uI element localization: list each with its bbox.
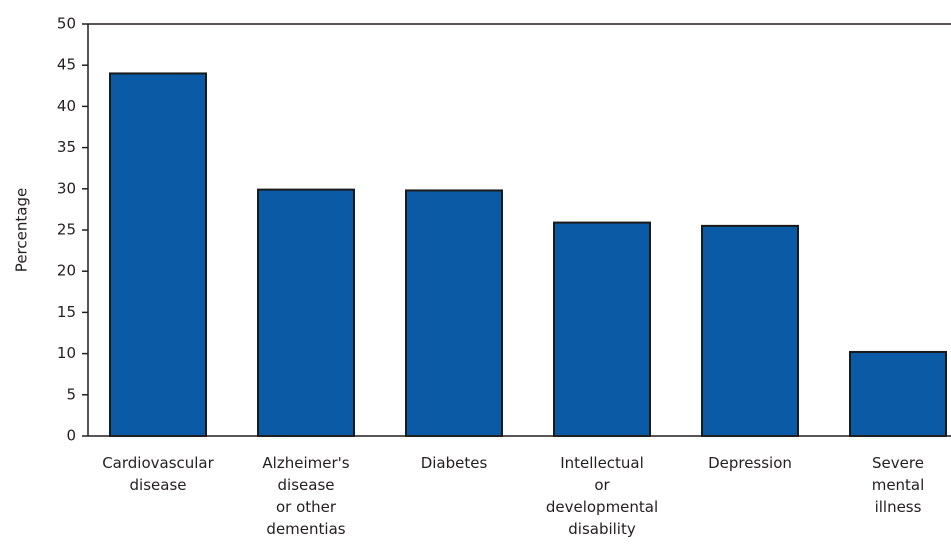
- x-tick-label: Diabetes: [421, 454, 488, 472]
- x-tick-label: Cardiovascular disease: [102, 454, 214, 494]
- bar: [553, 221, 651, 437]
- x-tick-label: Severe mental illness: [872, 454, 925, 516]
- x-tick-label: Alzheimer's disease or other dementias: [262, 454, 349, 538]
- x-tick-label: Intellectual or developmental disability: [546, 454, 658, 538]
- y-tick-label: 5: [66, 385, 76, 403]
- bar: [849, 350, 947, 437]
- x-tick-label: Depression: [708, 454, 792, 472]
- y-tick-label: 15: [57, 303, 76, 321]
- bar: [701, 224, 799, 437]
- bar: [405, 189, 503, 437]
- y-tick-label: 0: [66, 427, 76, 445]
- bar: [257, 188, 355, 437]
- y-tick-label: 10: [57, 344, 76, 362]
- bar: [109, 72, 207, 437]
- y-tick-label: 30: [57, 179, 76, 197]
- y-axis-label: Percentage: [13, 188, 31, 272]
- y-tick-label: 25: [57, 221, 76, 239]
- y-tick-label: 50: [57, 15, 76, 33]
- y-tick-label: 40: [57, 97, 76, 115]
- y-tick-label: 35: [57, 138, 76, 156]
- y-tick-label: 20: [57, 262, 76, 280]
- y-tick-label: 45: [57, 56, 76, 74]
